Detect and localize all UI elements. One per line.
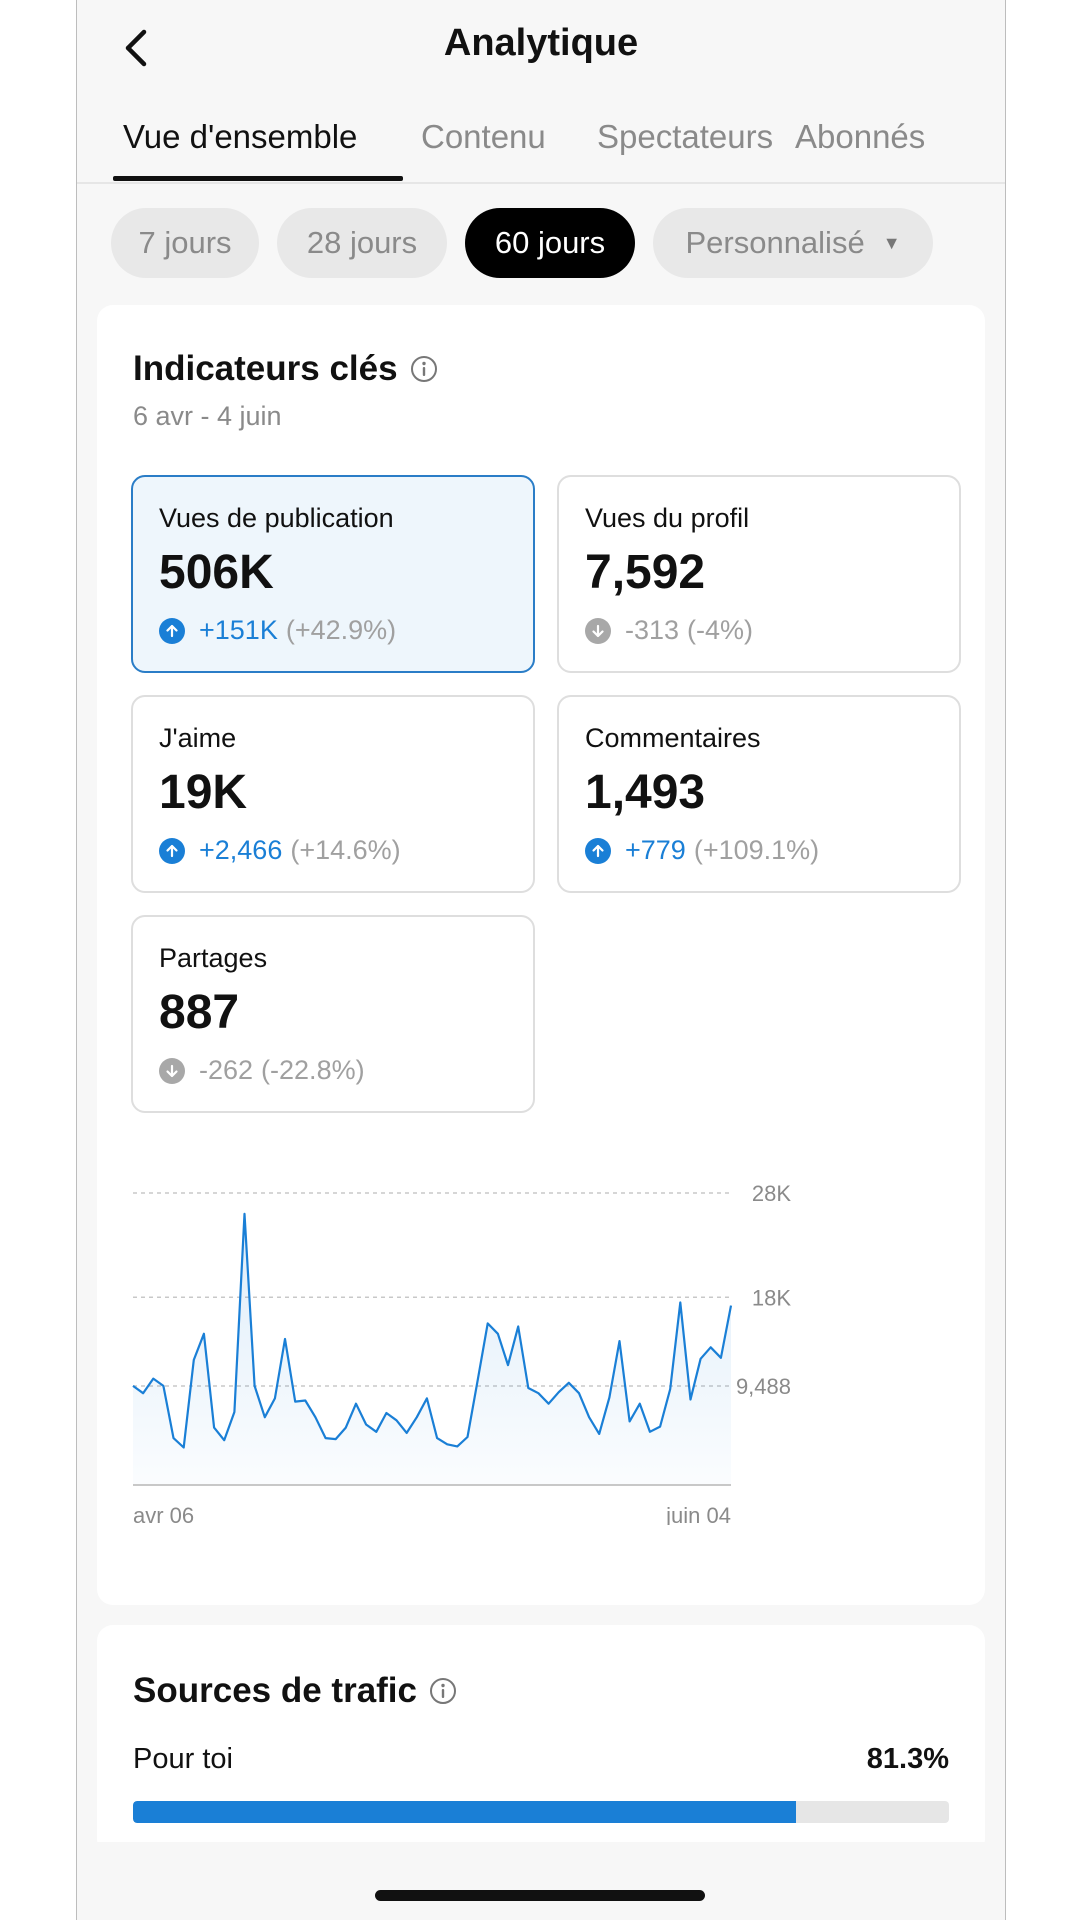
arrow-up-icon <box>585 837 611 864</box>
phone-screen: Analytique Vue d'ensemble Contenu Specta… <box>76 0 1006 1920</box>
x-tick-label-start: avr 06 <box>133 1503 194 1525</box>
traffic-progress-fill <box>133 1801 797 1823</box>
metric-value: 506K <box>159 546 274 599</box>
metric-card-post-views[interactable]: Vues de publication 506K +151K (+42.9%) <box>131 475 535 673</box>
views-chart-svg: 28K 18K 9,488 avr 06 juin 04 <box>132 1181 791 1528</box>
tab-viewers[interactable]: Spectateurs <box>597 118 774 155</box>
arrow-down-icon <box>585 617 611 644</box>
section-title: Sources de trafic <box>133 1671 457 1711</box>
metric-percent: (-4%) <box>687 615 754 645</box>
metric-percent: (+14.6%) <box>290 835 401 865</box>
traffic-progress-track <box>133 1801 949 1823</box>
metric-card-comments[interactable]: Commentaires 1,493 +779 (+109.1%) <box>557 695 961 893</box>
metric-percent: (-22.8%) <box>261 1055 365 1085</box>
info-icon[interactable] <box>429 1677 457 1705</box>
period-chip-label: 7 jours <box>138 225 232 260</box>
metric-label: Commentaires <box>585 723 761 753</box>
traffic-source-label: Pour toi <box>133 1743 233 1775</box>
period-chip-28-days[interactable]: 28 jours <box>277 208 447 278</box>
traffic-source-value: 81.3% <box>866 1743 949 1775</box>
metric-delta: +2,466 <box>199 835 283 865</box>
metric-card-likes[interactable]: J'aime 19K +2,466 (+14.6%) <box>131 695 535 893</box>
metric-change: +151K (+42.9%) <box>159 615 396 646</box>
period-chip-7-days[interactable]: 7 jours <box>111 208 259 278</box>
metric-percent: (+109.1%) <box>693 835 820 865</box>
metric-delta: +779 <box>625 835 686 865</box>
metric-card-shares[interactable]: Partages 887 -262 (-22.8%) <box>131 915 535 1113</box>
period-chip-60-days[interactable]: 60 jours <box>465 208 635 278</box>
active-tab-indicator <box>113 176 403 181</box>
metric-value: 7,592 <box>585 546 706 599</box>
header: Analytique <box>77 0 1005 100</box>
metric-value: 1,493 <box>585 766 706 819</box>
section-title: Indicateurs clés <box>133 349 438 389</box>
arrow-down-icon <box>159 1057 185 1084</box>
y-tick-label: 18K <box>752 1285 791 1310</box>
caret-down-icon: ▼ <box>882 232 901 253</box>
back-button[interactable] <box>107 18 167 78</box>
period-chip-label: 60 jours <box>494 225 606 260</box>
metric-delta: -262 <box>199 1055 254 1085</box>
info-icon[interactable] <box>410 355 438 383</box>
home-indicator[interactable] <box>375 1890 705 1901</box>
metric-label: Vues de publication <box>159 503 394 533</box>
date-range: 6 avr - 4 juin <box>133 401 282 431</box>
period-chip-label: 28 jours <box>306 225 418 260</box>
key-metrics-card: Indicateurs clés 6 avr - 4 juin Vues de … <box>97 305 985 1605</box>
metric-change: -313 (-4%) <box>585 615 753 646</box>
tab-bar: Vue d'ensemble Contenu Spectateurs Abonn… <box>77 100 1005 184</box>
traffic-row: Pour toi 81.3% <box>133 1743 949 1776</box>
traffic-sources-card: Sources de trafic Pour toi 81.3% <box>97 1625 985 1855</box>
metric-label: Vues du profil <box>585 503 750 533</box>
period-chip-custom[interactable]: Personnalisé ▼ <box>653 208 933 278</box>
metric-change: +2,466 (+14.6%) <box>159 835 401 866</box>
period-chip-label: Personnalisé <box>685 225 865 260</box>
key-metrics-title: Indicateurs clés <box>133 349 398 388</box>
y-tick-label: 9,488 <box>736 1374 791 1399</box>
metric-change: +779 (+109.1%) <box>585 835 819 866</box>
tab-followers[interactable]: Abonnés <box>795 118 926 155</box>
metric-card-profile-views[interactable]: Vues du profil 7,592 -313 (-4%) <box>557 475 961 673</box>
metric-delta: -313 <box>625 615 680 645</box>
metric-change: -262 (-22.8%) <box>159 1055 365 1086</box>
metric-value: 19K <box>159 766 248 819</box>
y-tick-label: 28K <box>752 1181 791 1206</box>
arrow-up-icon <box>159 617 185 644</box>
arrow-up-icon <box>159 837 185 864</box>
x-tick-label-end: juin 04 <box>665 1503 731 1525</box>
bottom-safe-area <box>77 1842 1005 1920</box>
tab-overview[interactable]: Vue d'ensemble <box>123 118 358 155</box>
tab-content[interactable]: Contenu <box>421 118 546 155</box>
metric-delta: +151K <box>199 615 278 645</box>
metric-label: J'aime <box>159 723 237 753</box>
metric-percent: (+42.9%) <box>285 615 397 645</box>
traffic-title: Sources de trafic <box>133 1671 417 1710</box>
series-area <box>133 1213 731 1485</box>
metric-label: Partages <box>159 943 268 973</box>
tabs-fade <box>965 100 1005 180</box>
series-line <box>132 1212 733 1449</box>
chevron-left-icon <box>125 29 147 67</box>
page-title: Analytique <box>443 22 639 64</box>
views-chart[interactable]: 28K 18K 9,488 avr 06 juin 04 <box>97 1135 985 1528</box>
metric-value: 887 <box>159 986 240 1039</box>
